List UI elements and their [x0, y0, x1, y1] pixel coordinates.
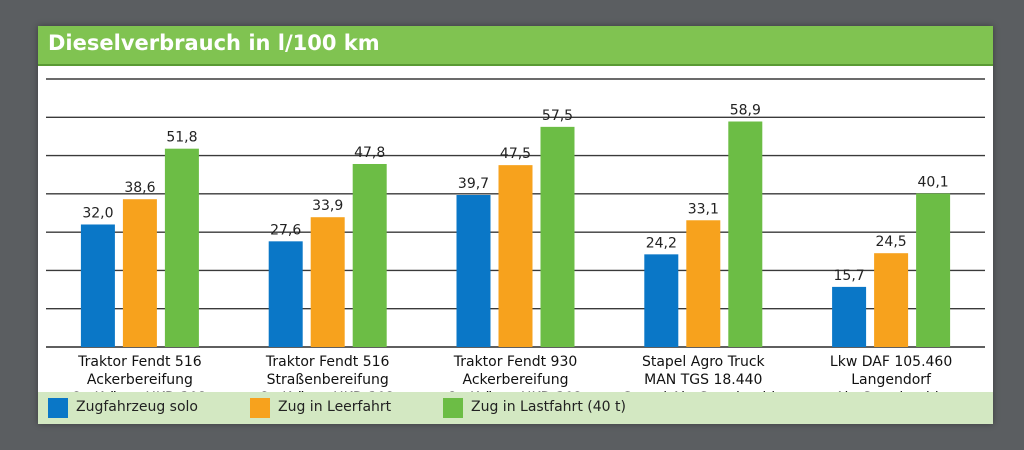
bar — [310, 217, 345, 347]
data-label: 27,6 — [270, 222, 301, 238]
data-label: 47,5 — [500, 146, 531, 162]
title-divider — [38, 64, 993, 66]
category-label: Ackerbereifung — [87, 372, 193, 388]
data-label: 33,9 — [312, 198, 343, 214]
data-label: 57,5 — [542, 108, 573, 124]
data-label: 51,8 — [166, 130, 197, 146]
bar — [122, 199, 157, 347]
data-label: 39,7 — [458, 176, 489, 192]
bar-chart: 32,0 38,6 51,8 Traktor Fendt 516 Ackerbereif… — [46, 78, 985, 392]
bar — [728, 121, 763, 347]
bar — [540, 126, 575, 347]
category-label: Lkw DAF 105.460 — [830, 354, 952, 370]
category-label: Traktor Fendt 516 — [265, 354, 390, 370]
category-label: Langendorf — [851, 372, 932, 388]
category-label: Stapel Agro Truck — [642, 354, 766, 370]
data-label: 33,1 — [688, 201, 719, 217]
category-label: Traktor Fendt 930 — [453, 354, 578, 370]
legend-swatch-solo — [48, 398, 68, 418]
legend-label-solo: Zugfahrzeug solo — [76, 399, 198, 415]
category-label: 2x Kröger HKD 302 — [448, 390, 582, 392]
data-label: 38,6 — [124, 180, 155, 196]
category-label: 2x Kröger HKD 302 — [261, 390, 395, 392]
data-label: 24,5 — [876, 234, 907, 250]
bar — [686, 220, 721, 347]
bar — [832, 286, 867, 347]
bar — [456, 195, 491, 347]
category-label: Ackerbereifung — [462, 372, 568, 388]
bar — [164, 148, 199, 347]
bar — [498, 165, 533, 347]
data-label: 58,9 — [730, 102, 761, 118]
legend-label-leerfahrt: Zug in Leerfahrt — [278, 399, 392, 415]
legend-swatch-leerfahrt — [250, 398, 270, 418]
bar — [644, 254, 679, 347]
legend-swatch-lastfahrt — [443, 398, 463, 418]
title-bar: Dieselverbrauch in l/100 km — [38, 26, 993, 64]
bar — [352, 163, 387, 347]
bar — [268, 241, 303, 347]
category-label: Stapel Alu-Sattelmulde — [623, 390, 784, 392]
bar — [874, 253, 909, 347]
data-label: 40,1 — [918, 174, 949, 190]
data-label: 15,7 — [834, 268, 865, 284]
data-label: 24,2 — [646, 235, 677, 251]
data-label: 47,8 — [354, 145, 385, 161]
category-label: MAN TGS 18.440 — [644, 372, 762, 388]
data-label: 32,0 — [82, 205, 113, 221]
bar — [80, 224, 115, 347]
category-label: Straßenbereifung — [267, 372, 389, 388]
bar — [916, 193, 951, 347]
legend-label-lastfahrt: Zug in Lastfahrt (40 t) — [471, 399, 626, 415]
chart-title: Dieselverbrauch in l/100 km — [48, 31, 380, 55]
category-label: Traktor Fendt 516 — [77, 354, 202, 370]
category-label: 2x Kröger HKD 302 — [73, 390, 207, 392]
category-label: Alu-Sattelmulde — [835, 390, 947, 392]
chart-card: Dieselverbrauch in l/100 km 32,0 38,6 51,8… — [38, 26, 993, 424]
legend: Zugfahrzeug solo Zug in Leerfahrt Zug in… — [38, 392, 993, 424]
